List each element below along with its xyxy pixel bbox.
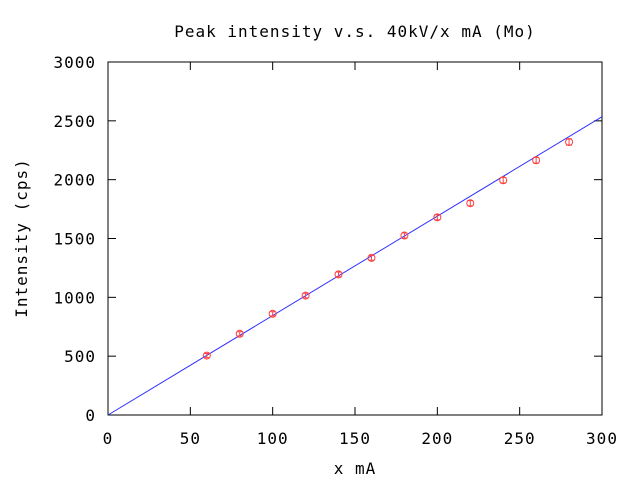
y-tick-label: 1000 xyxy=(53,288,96,307)
point-marker xyxy=(235,329,244,338)
data-point xyxy=(367,253,376,262)
data-point xyxy=(268,309,277,318)
point-marker xyxy=(367,253,376,262)
x-tick-label: 100 xyxy=(257,429,289,448)
data-point xyxy=(301,291,310,300)
point-marker xyxy=(301,291,310,300)
y-tick-label: 2000 xyxy=(53,171,96,190)
x-tick-label: 200 xyxy=(421,429,453,448)
data-point xyxy=(334,270,343,279)
point-marker xyxy=(334,270,343,279)
data-point xyxy=(565,138,574,147)
y-tick-label: 1500 xyxy=(53,230,96,249)
data-point xyxy=(202,351,211,360)
point-marker xyxy=(268,309,277,318)
point-marker xyxy=(466,199,475,208)
y-axis: 0 500 1000 1500 2000 2500 3000 xyxy=(53,53,602,425)
y-tick-label: 2500 xyxy=(53,112,96,131)
data-point xyxy=(400,231,409,240)
data-points xyxy=(202,138,574,360)
x-tick-label: 50 xyxy=(180,429,201,448)
data-point xyxy=(499,176,508,185)
x-axis-label: x mA xyxy=(334,459,377,478)
data-point xyxy=(532,156,541,165)
plot-frame xyxy=(107,61,603,416)
y-tick-label: 3000 xyxy=(53,53,96,72)
point-marker xyxy=(565,138,574,147)
y-tick-label: 0 xyxy=(85,406,96,425)
fit-line xyxy=(107,116,603,416)
point-marker xyxy=(499,176,508,185)
point-marker xyxy=(433,213,442,222)
x-tick-label: 250 xyxy=(504,429,536,448)
x-tick-label: 300 xyxy=(586,429,618,448)
x-tick-label: 150 xyxy=(339,429,371,448)
point-marker xyxy=(532,156,541,165)
fit-line-layer xyxy=(107,116,603,416)
point-marker xyxy=(400,231,409,240)
point-marker xyxy=(202,351,211,360)
data-point xyxy=(433,213,442,222)
x-axis: 0 50 100 150 200 250 300 xyxy=(103,62,618,448)
data-point xyxy=(466,199,475,208)
y-tick-label: 500 xyxy=(64,347,96,366)
x-tick-label: 0 xyxy=(103,429,114,448)
data-point xyxy=(235,329,244,338)
y-axis-label: Intensity (cps) xyxy=(12,158,31,318)
chart-title: Peak intensity v.s. 40kV/x mA (Mo) xyxy=(174,22,536,41)
